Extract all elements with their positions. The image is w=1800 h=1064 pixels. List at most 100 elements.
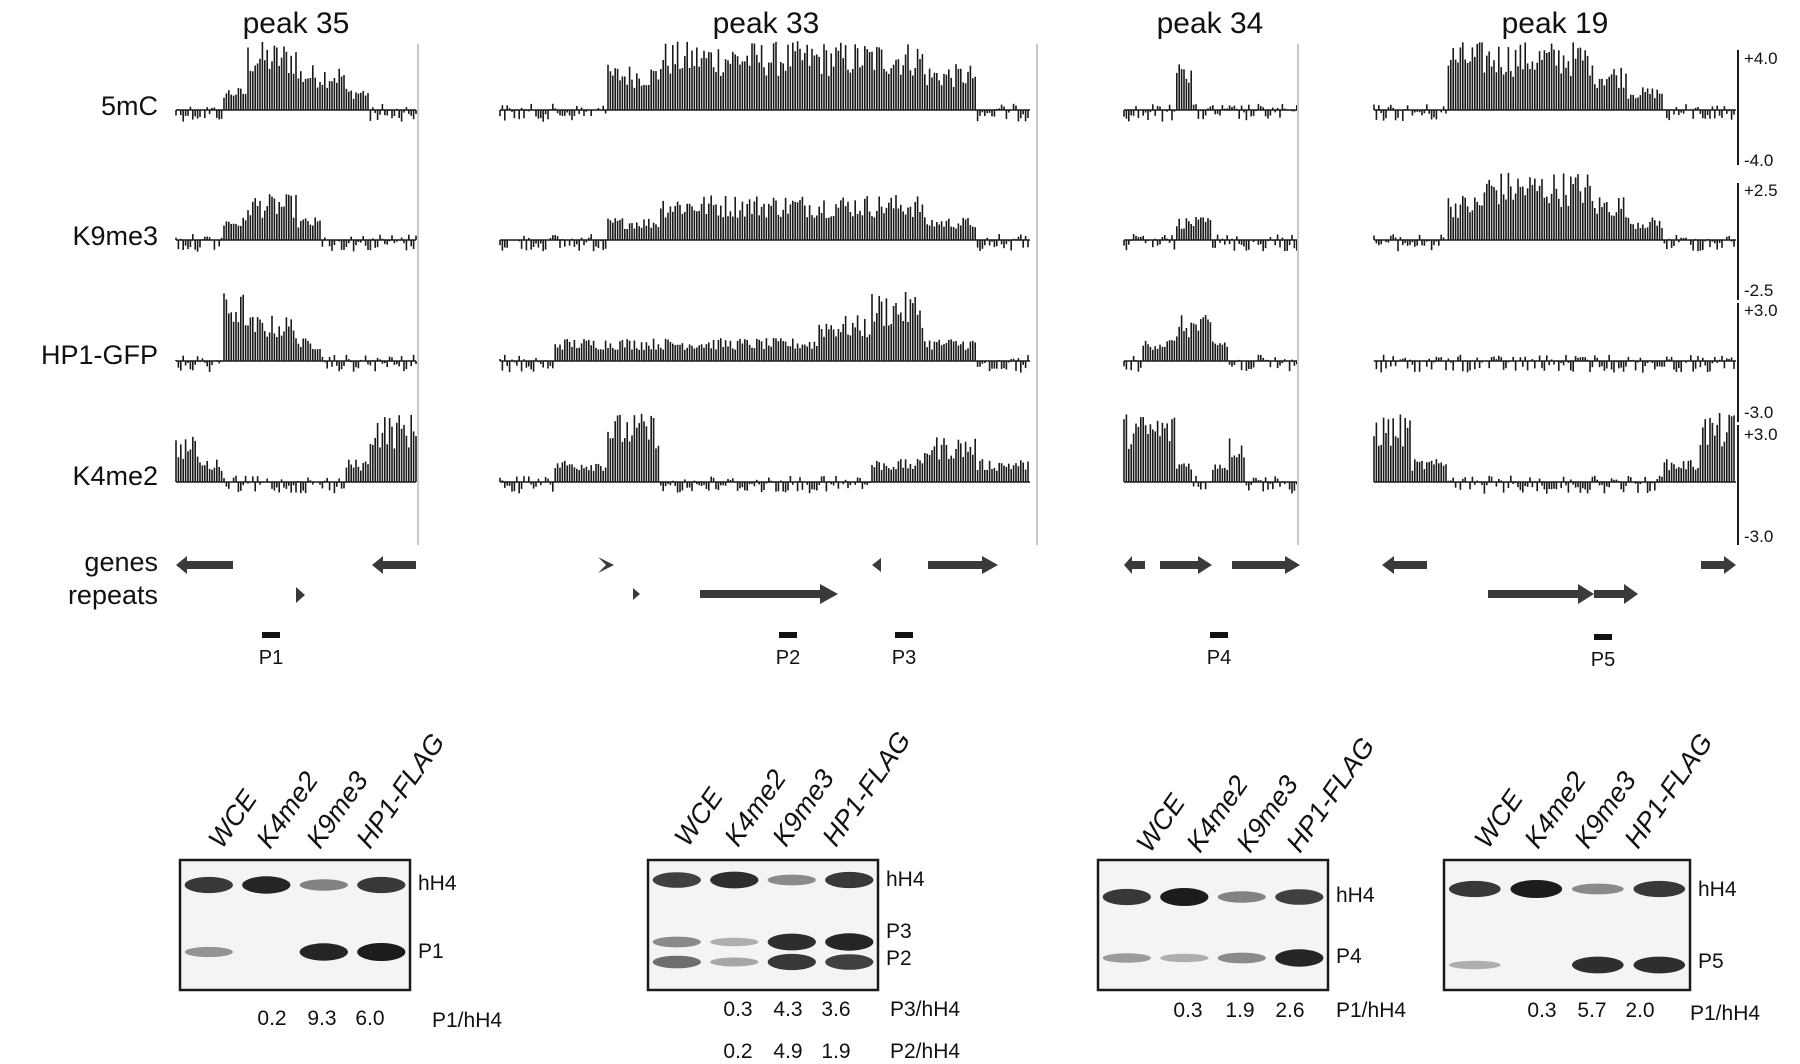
gene-arrow	[1382, 556, 1427, 574]
probe-bar-p3	[895, 632, 913, 638]
ratio-value: 6.0	[355, 1007, 384, 1030]
gel-band	[1160, 888, 1209, 906]
gene-annotations	[176, 556, 1736, 604]
gene-arrow	[1232, 556, 1300, 574]
gel-band	[1102, 953, 1151, 963]
lane-label-wce: WCE	[668, 782, 729, 852]
repeat-arrow	[700, 584, 838, 604]
band-label-p3: P3	[886, 920, 912, 943]
scale-top-hp1gfp: +3.0	[1744, 301, 1778, 320]
gene-arrow	[928, 556, 998, 574]
gel-band	[1449, 880, 1501, 898]
gel-band	[710, 957, 759, 967]
track-label-k9me3: K9me3	[72, 221, 158, 251]
gel-band	[1633, 880, 1686, 898]
gel-frames	[178, 858, 1692, 992]
band-labels: hH4 P1 hH4 P3 P2 hH4 P4 hH4 P5	[418, 868, 1737, 973]
gene-arrow	[1160, 556, 1212, 574]
scale-top-5mc: +4.0	[1744, 49, 1778, 68]
band-label-p2: P2	[886, 947, 912, 970]
band-label-hh4: hH4	[1336, 884, 1375, 907]
gel-band	[1217, 891, 1266, 903]
probe-bar-p5	[1594, 634, 1612, 640]
gel-band	[1275, 889, 1324, 905]
ratio-label: P1/hH4	[432, 1009, 502, 1032]
probe-bar-p2	[779, 632, 797, 638]
peak-title-33: peak 33	[713, 7, 820, 40]
lane-label-wce: WCE	[1130, 788, 1191, 858]
gel-band	[1275, 949, 1324, 967]
scale-bottom-k4me2: -3.0	[1744, 527, 1773, 546]
scale-bottom-hp1gfp: -3.0	[1744, 403, 1773, 422]
feature-label-genes: genes	[84, 547, 158, 577]
ratio-value: 1.9	[1225, 999, 1254, 1022]
gel-band	[1572, 956, 1624, 974]
track-label-5mc: 5mC	[101, 91, 158, 121]
probe-label-p3: P3	[892, 647, 916, 669]
ratio-value: 4.9	[773, 1040, 802, 1063]
ratio-label: P1/hH4	[1336, 999, 1406, 1022]
ratio-value: 0.2	[257, 1007, 286, 1030]
lane-label-wce: WCE	[1468, 784, 1529, 854]
ratio-rows: 0.2 9.3 6.0 P1/hH4 0.3 4.3 3.6 P3/hH4 0.…	[257, 998, 1760, 1063]
ratio-label: P1/hH4	[1690, 1002, 1760, 1025]
ratio-label: P2/hH4	[890, 1040, 960, 1063]
track-label-k4me2: K4me2	[72, 461, 158, 491]
gel-band	[767, 953, 816, 971]
repeat-arrow	[296, 587, 305, 603]
band-label-p4: P4	[1336, 945, 1362, 968]
gene-arrow	[598, 557, 614, 573]
gel-band	[825, 933, 874, 951]
repeat-arrow	[1488, 584, 1594, 604]
repeat-arrow	[633, 588, 640, 600]
gene-arrow	[1124, 556, 1145, 574]
gel-band	[652, 872, 701, 888]
gel-band	[357, 876, 406, 894]
gel-band	[299, 879, 348, 891]
probe-bar-p4	[1210, 632, 1228, 638]
gel-bands	[184, 871, 1686, 974]
gel-band	[825, 954, 874, 970]
gel-band	[1633, 956, 1686, 974]
gel-band	[357, 943, 406, 961]
gel-band	[1572, 883, 1624, 895]
scale-top-k4me2: +3.0	[1744, 425, 1778, 444]
gel-band	[1510, 880, 1563, 898]
gel-band	[767, 933, 816, 951]
probe-label-p2: P2	[776, 647, 800, 669]
ratio-value: 3.6	[821, 998, 850, 1021]
gel-frame-peak34	[1096, 858, 1330, 992]
gel-band	[184, 946, 233, 958]
peak-title-35: peak 35	[243, 7, 350, 40]
ratio-value: 2.0	[1625, 999, 1654, 1022]
band-label-p5: P5	[1698, 950, 1724, 973]
probe-bar-p1	[262, 632, 280, 638]
peak-title-34: peak 34	[1157, 7, 1264, 40]
band-label-hh4: hH4	[418, 872, 457, 895]
probe-markers: P1 P2 P3 P4 P5	[259, 632, 1615, 671]
lane-labels: WCE K4me2 K9me3 HP1-FLAG WCE K4me2 K9me3…	[202, 726, 1718, 857]
repeat-arrow	[1594, 584, 1638, 604]
lane-label-wce: WCE	[202, 784, 263, 854]
ratio-value: 1.9	[821, 1040, 850, 1063]
gel-band	[710, 871, 759, 889]
probe-label-p5: P5	[1591, 649, 1615, 671]
scale-bottom-5mc: -4.0	[1744, 151, 1773, 170]
peak-titles: peak 35 peak 33 peak 34 peak 19	[243, 7, 1609, 40]
gel-band	[825, 871, 874, 889]
band-label-hh4: hH4	[1698, 878, 1737, 901]
gel-band	[767, 874, 816, 886]
gene-arrow	[372, 556, 416, 574]
ratio-label: P3/hH4	[890, 998, 960, 1021]
ratio-value: 0.3	[1527, 999, 1556, 1022]
ratio-value: 4.3	[773, 998, 802, 1021]
probe-label-p1: P1	[259, 647, 283, 669]
gel-band	[184, 876, 233, 894]
ratio-value: 5.7	[1577, 999, 1606, 1022]
gel-band	[652, 936, 701, 948]
gel-band	[710, 937, 759, 947]
scale-bars: +4.0 -4.0 +2.5 -2.5 +3.0 -3.0 +3.0 -3.0	[1737, 49, 1778, 546]
gel-band	[299, 943, 348, 961]
gel-band	[1160, 953, 1209, 963]
